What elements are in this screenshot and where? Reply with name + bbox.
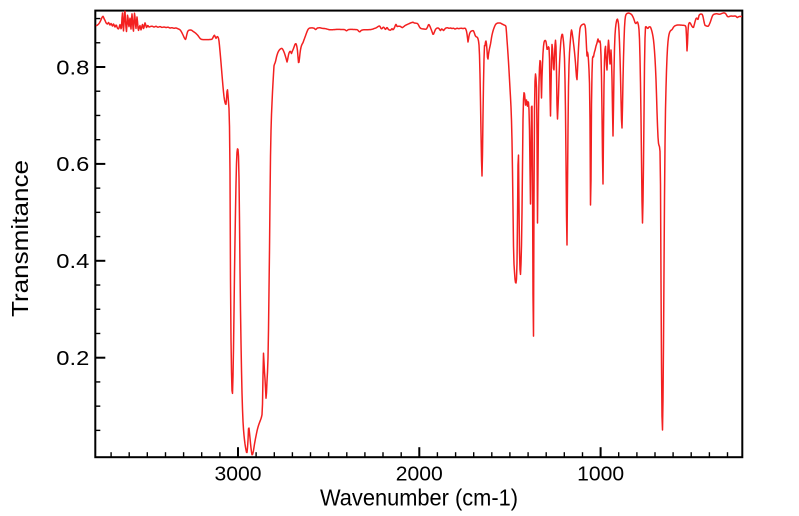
svg-text:0.6: 0.6 (56, 153, 89, 176)
svg-text:0.8: 0.8 (56, 56, 89, 79)
svg-text:Transmitance: Transmitance (7, 160, 33, 317)
svg-text:3000: 3000 (215, 462, 262, 485)
svg-text:2000: 2000 (396, 462, 443, 485)
svg-text:1000: 1000 (577, 462, 624, 485)
svg-text:Wavenumber (cm-1): Wavenumber (cm-1) (320, 485, 518, 511)
svg-text:0.2: 0.2 (56, 347, 89, 370)
svg-text:0.4: 0.4 (56, 250, 89, 273)
